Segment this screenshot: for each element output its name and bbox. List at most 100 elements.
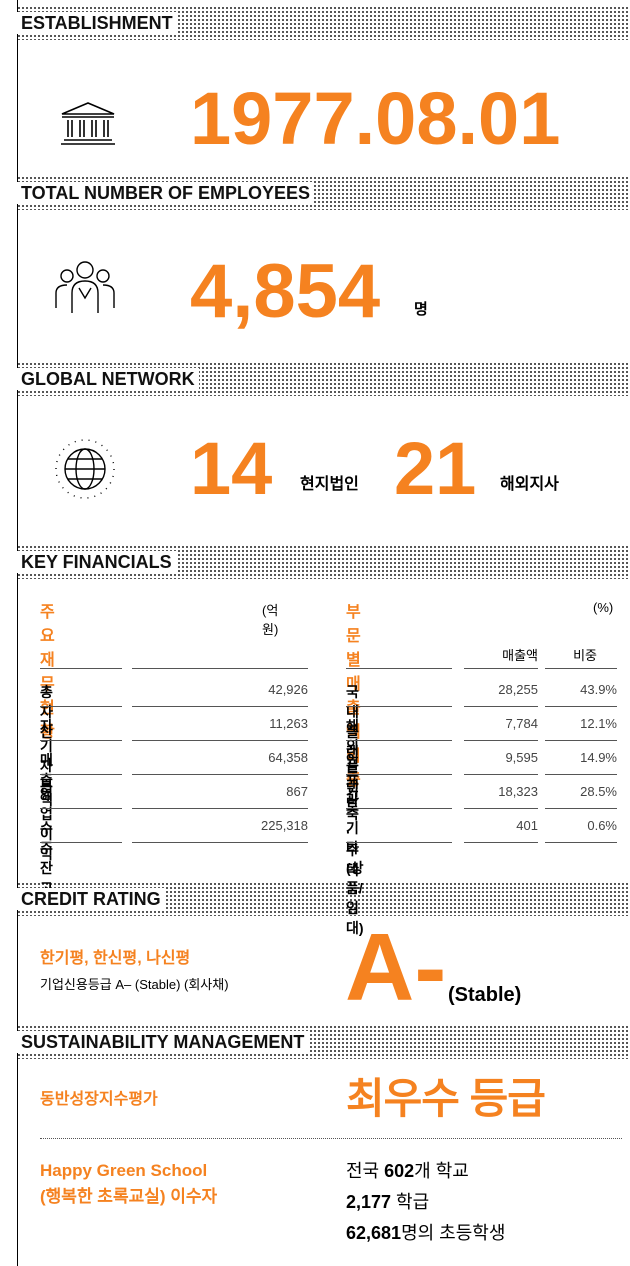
column-header: 비중 bbox=[573, 648, 597, 663]
table-title: 부문별 매출액 비중 bbox=[346, 604, 361, 789]
row-share: 43.9% bbox=[580, 682, 617, 697]
row-rule bbox=[40, 668, 122, 669]
number: 602 bbox=[384, 1161, 415, 1181]
section-header: ESTABLISHMENT bbox=[17, 6, 630, 40]
divider bbox=[40, 1138, 622, 1139]
row-label: 인프라 bbox=[346, 752, 359, 808]
row-rule bbox=[40, 842, 122, 843]
heading: CREDIT RATING bbox=[17, 888, 165, 910]
row-rule bbox=[545, 706, 617, 707]
school-stats: 전국 602개 학교 2,177 학급 62,681명의 초등학생 bbox=[346, 1156, 505, 1249]
row-value: 42,926 bbox=[268, 682, 308, 697]
row-rule bbox=[132, 842, 308, 843]
text: 학급 bbox=[396, 1192, 430, 1212]
rating-description: 기업신용등급 A– (Stable) (회사채) bbox=[40, 977, 229, 992]
row-value: 64,358 bbox=[268, 750, 308, 765]
row-value: 7,784 bbox=[505, 716, 538, 731]
credit-outlook: (Stable) bbox=[448, 984, 522, 1006]
table-unit: (억 원) bbox=[262, 603, 279, 637]
left-rule bbox=[17, 0, 18, 1266]
row-rule bbox=[545, 740, 617, 741]
row-rule bbox=[40, 774, 122, 775]
row-label: 매출액 bbox=[40, 752, 53, 808]
row-label: 건축 · 주택 bbox=[346, 786, 359, 878]
agencies: 한기평, 한신평, 나신평 bbox=[40, 950, 191, 967]
heading: KEY FINANCIALS bbox=[17, 551, 176, 573]
row-value: 401 bbox=[516, 818, 538, 833]
section-header: SUSTAINABILITY MANAGEMENT bbox=[17, 1025, 630, 1059]
row-rule bbox=[132, 668, 308, 669]
row-rule bbox=[464, 842, 538, 843]
row-rule bbox=[346, 808, 452, 809]
row-label: 해외플랜트 bbox=[346, 718, 359, 814]
text: 개 학교 bbox=[414, 1161, 469, 1181]
table-unit: (%) bbox=[593, 600, 614, 615]
row-rule bbox=[464, 668, 538, 669]
row-rule bbox=[132, 808, 308, 809]
row-value: 28,255 bbox=[498, 682, 538, 697]
heading: ESTABLISHMENT bbox=[17, 12, 177, 34]
unit: 명 bbox=[414, 301, 428, 318]
row-rule bbox=[545, 842, 617, 843]
network-label: 해외지사 bbox=[500, 476, 559, 493]
number: 2,177 bbox=[346, 1192, 392, 1212]
evaluation-result: 최우수 등급 bbox=[346, 1075, 546, 1122]
section-header: KEY FINANCIALS bbox=[17, 545, 630, 579]
number: 62,681 bbox=[346, 1223, 402, 1243]
row-rule bbox=[464, 774, 538, 775]
section-header: CREDIT RATING bbox=[17, 882, 630, 916]
network-value: 14 bbox=[190, 427, 273, 510]
row-rule bbox=[346, 706, 452, 707]
section-header: TOTAL NUMBER OF EMPLOYEES bbox=[17, 176, 630, 210]
people-icon bbox=[55, 261, 115, 313]
table-title: 주요재무현황 bbox=[40, 604, 55, 741]
text: 전국 bbox=[346, 1161, 380, 1181]
row-rule bbox=[346, 740, 452, 741]
row-rule bbox=[40, 706, 122, 707]
row-rule bbox=[346, 774, 452, 775]
row-rule bbox=[464, 706, 538, 707]
globe-icon bbox=[55, 439, 115, 499]
row-label: 국내플랜트 bbox=[346, 684, 359, 780]
network-value: 21 bbox=[394, 427, 477, 510]
row-rule bbox=[132, 706, 308, 707]
row-rule bbox=[545, 808, 617, 809]
row-value: 18,323 bbox=[498, 784, 538, 799]
row-label: 총자산 bbox=[40, 684, 53, 740]
program-line: (행복한 초록교실) 이수자 bbox=[40, 1187, 218, 1206]
row-rule bbox=[346, 842, 452, 843]
heading: GLOBAL NETWORK bbox=[17, 368, 199, 390]
row-share: 0.6% bbox=[587, 818, 617, 833]
establishment-date: 1977.08.01 bbox=[190, 77, 561, 160]
column-header: 매출액 bbox=[502, 648, 538, 663]
row-rule bbox=[132, 740, 308, 741]
building-icon bbox=[61, 102, 115, 145]
employee-count: 4,854 bbox=[190, 249, 381, 334]
row-rule bbox=[545, 668, 617, 669]
stat-line: 2,177 학급 bbox=[346, 1187, 505, 1218]
row-rule bbox=[40, 740, 122, 741]
row-rule bbox=[464, 808, 538, 809]
text: 명의 초등학생 bbox=[401, 1223, 506, 1243]
row-rule bbox=[464, 740, 538, 741]
row-rule bbox=[40, 808, 122, 809]
program: Happy Green School (행복한 초록교실) 이수자 bbox=[40, 1158, 217, 1210]
row-value: 11,263 bbox=[269, 716, 308, 731]
row-rule bbox=[346, 668, 452, 669]
row-rule bbox=[545, 774, 617, 775]
row-rule bbox=[132, 774, 308, 775]
heading: TOTAL NUMBER OF EMPLOYEES bbox=[17, 182, 315, 204]
evaluation: 동반성장지수평가 bbox=[40, 1091, 158, 1108]
program-line: Happy Green School bbox=[40, 1161, 208, 1180]
network-label: 현지법인 bbox=[300, 476, 359, 493]
row-share: 12.1% bbox=[580, 716, 617, 731]
stat-line: 전국 602개 학교 bbox=[346, 1156, 505, 1187]
row-value: 867 bbox=[286, 784, 308, 799]
row-value: 9,595 bbox=[505, 750, 538, 765]
row-value: 225,318 bbox=[261, 818, 308, 833]
stat-line: 62,681명의 초등학생 bbox=[346, 1218, 505, 1249]
section-header: GLOBAL NETWORK bbox=[17, 362, 630, 396]
row-label: 영업이익 bbox=[40, 786, 53, 862]
row-label: 자기자본 bbox=[40, 718, 53, 794]
